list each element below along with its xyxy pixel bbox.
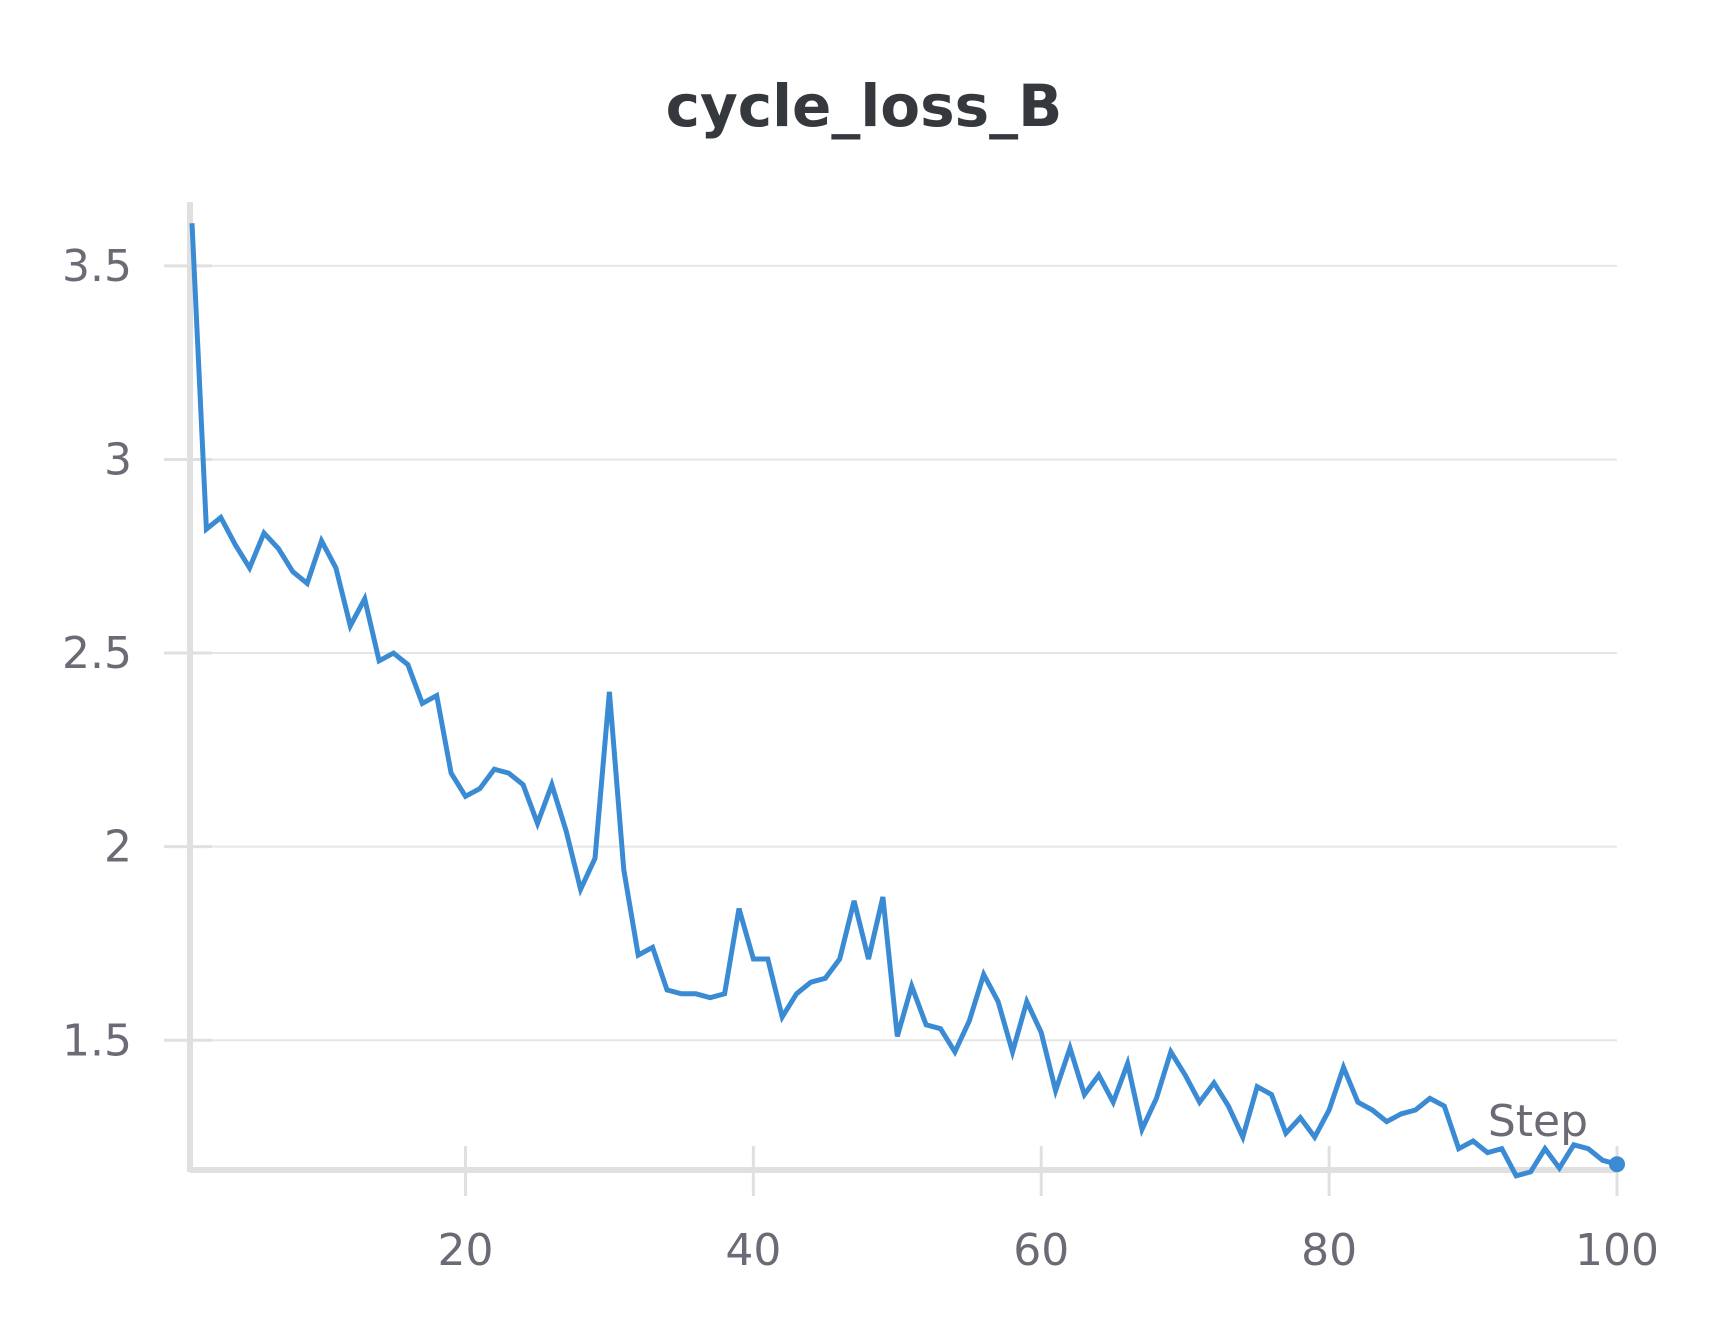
x-tick-label: 40 xyxy=(725,1225,781,1276)
last-point-marker xyxy=(1609,1156,1625,1173)
y-tick-label: 2 xyxy=(104,822,132,873)
series-line xyxy=(189,223,1618,1179)
grid-layer xyxy=(192,264,1617,1042)
y-tick-label: 3.5 xyxy=(62,241,132,292)
tick-layer: 1.5 2 2.5 3 3.5 20 40 60 80 100 xyxy=(62,241,1659,1276)
x-tick-label: 80 xyxy=(1301,1225,1357,1276)
y-tick-label: 1.5 xyxy=(62,1015,132,1066)
x-axis-label: Step xyxy=(1488,1096,1588,1147)
x-tick-label: 100 xyxy=(1575,1225,1659,1276)
axis-layer xyxy=(187,202,1617,1173)
x-tick-label: 20 xyxy=(437,1225,493,1276)
y-tick-label: 2.5 xyxy=(62,628,132,679)
y-tick-label: 3 xyxy=(104,434,132,485)
series-layer xyxy=(189,223,1625,1179)
chart-title: cycle_loss_B xyxy=(665,72,1063,140)
x-tick-label: 60 xyxy=(1013,1225,1069,1276)
